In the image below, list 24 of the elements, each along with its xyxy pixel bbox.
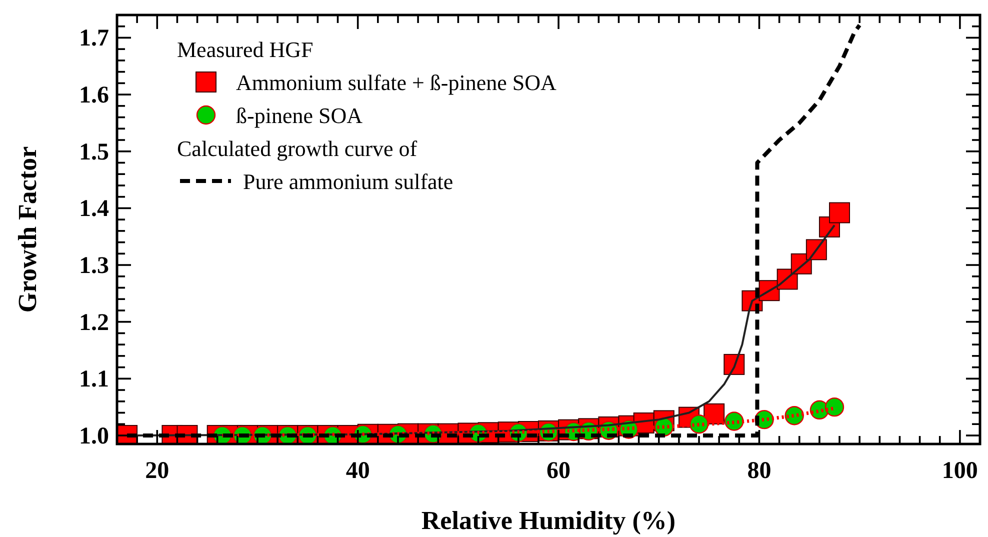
point bbox=[829, 202, 850, 224]
x-tick-label: 80 bbox=[747, 458, 772, 484]
legend-label: ß-pinene SOA bbox=[236, 103, 363, 128]
y-tick-label: 1.1 bbox=[79, 366, 109, 393]
y-tick-label: 1.6 bbox=[79, 82, 109, 109]
legend-title: Measured HGF bbox=[177, 37, 314, 62]
legend-label: Pure ammonium sulfate bbox=[243, 169, 454, 194]
x-tick-label: 20 bbox=[145, 458, 170, 484]
x-tick-label: 60 bbox=[546, 458, 571, 484]
y-tick-label: 1.4 bbox=[79, 196, 109, 222]
annotation: Calculated growth curve of bbox=[177, 136, 418, 161]
y-axis-title: Growth Factor bbox=[13, 146, 42, 313]
y-tick-label: 1.0 bbox=[79, 423, 109, 450]
x-axis-title: Relative Humidity (%) bbox=[421, 506, 676, 535]
y-tick-label: 1.5 bbox=[79, 139, 109, 166]
point bbox=[689, 414, 709, 434]
x-tick-label: 100 bbox=[942, 458, 978, 484]
point bbox=[824, 397, 844, 417]
legend-label: Ammonium sulfate + ß-pinene SOA bbox=[236, 70, 556, 95]
y-tick-label: 1.7 bbox=[79, 26, 109, 52]
point bbox=[724, 412, 744, 431]
y-tick-label: 1.2 bbox=[79, 310, 109, 336]
x-tick-label: 40 bbox=[346, 458, 370, 484]
y-tick-label: 1.3 bbox=[79, 253, 109, 280]
